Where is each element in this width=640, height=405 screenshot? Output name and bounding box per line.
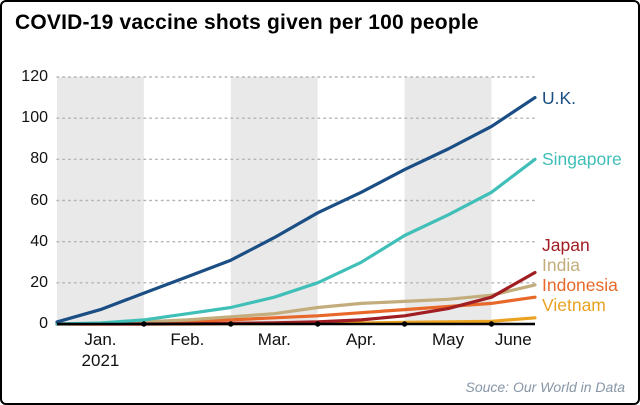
series-label-vietnam: Vietnam xyxy=(542,295,606,315)
y-tick-label: 80 xyxy=(30,150,48,168)
x-tick-label-mar: Mar. xyxy=(257,330,291,349)
y-tick-label: 120 xyxy=(21,68,48,85)
month-band xyxy=(57,77,144,324)
y-tick-label: 40 xyxy=(30,232,48,250)
x-tick-label-may: May xyxy=(432,330,465,349)
axis-tick-dot xyxy=(228,321,234,327)
month-band xyxy=(230,77,318,324)
source-credit: Souce: Our World in Data xyxy=(465,379,625,395)
axis-tick-dot xyxy=(315,321,321,327)
x-axis-year-label: 2021 xyxy=(81,351,120,370)
y-tick-label: 0 xyxy=(39,315,48,332)
x-tick-label-apr: Apr. xyxy=(346,330,377,349)
line-uk xyxy=(55,96,537,324)
series-label-india: India xyxy=(542,255,580,275)
axis-tick-dot xyxy=(141,321,147,327)
x-tick-label-jan: Jan. xyxy=(84,330,117,349)
series-label-uk: U.K. xyxy=(542,88,577,108)
x-tick-label-june: June xyxy=(494,330,532,349)
y-tick-label: 20 xyxy=(30,273,48,291)
series-label-japan: Japan xyxy=(542,235,590,255)
axis-tick-dot xyxy=(488,321,495,327)
chart-title: COVID-19 vaccine shots given per 100 peo… xyxy=(15,11,479,34)
x-tick-label-feb: Feb. xyxy=(170,330,205,349)
axis-tick-dot xyxy=(401,321,408,327)
series-label-indonesia: Indonesia xyxy=(542,275,618,295)
line-india xyxy=(55,283,537,326)
plot-svg xyxy=(55,76,537,327)
series-label-singapore: Singapore xyxy=(542,149,622,169)
y-tick-label: 60 xyxy=(30,191,48,209)
line-singapore xyxy=(55,157,537,326)
y-tick-label: 100 xyxy=(21,109,48,127)
